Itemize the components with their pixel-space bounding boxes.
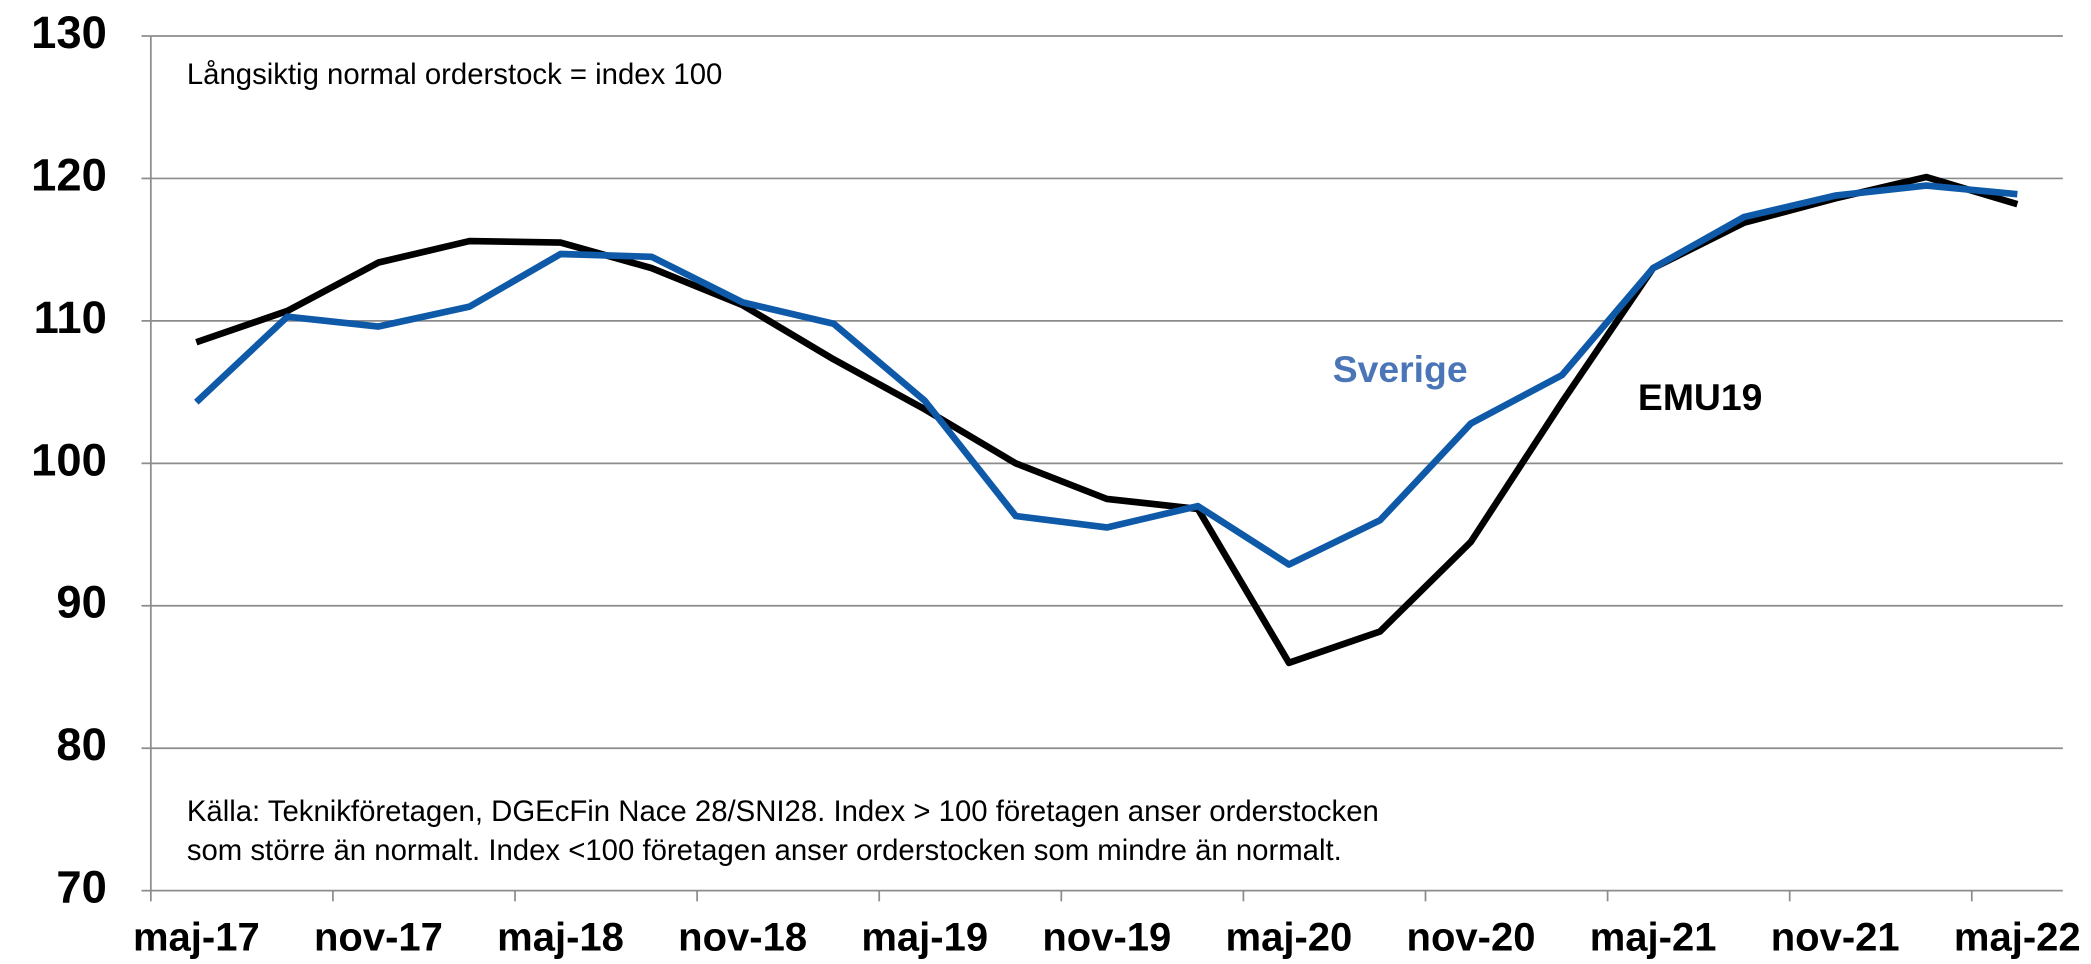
series-label: EMU19 — [1638, 376, 1762, 418]
x-tick-label: nov-21 — [1771, 916, 1900, 960]
y-tick-label: 100 — [31, 434, 107, 485]
y-tick-label: 80 — [56, 719, 106, 770]
y-tick-label: 70 — [56, 862, 106, 913]
annotation: Långsiktig normal orderstock = index 100 — [187, 58, 723, 91]
y-tick-label: 110 — [34, 292, 107, 343]
y-tick-label: 130 — [31, 7, 107, 58]
x-tick-label: nov-19 — [1042, 916, 1171, 960]
source-note: Källa: Teknikföretagen, DGEcFin Nace 28/… — [187, 795, 1379, 828]
x-tick-label: maj-21 — [1590, 916, 1717, 960]
x-tick-label: maj-17 — [133, 916, 260, 960]
x-tick-label: maj-20 — [1226, 916, 1353, 960]
y-tick-label: 90 — [56, 577, 106, 628]
series-line — [195, 173, 2019, 667]
y-tick-label: 120 — [31, 149, 107, 200]
series-line — [194, 182, 2018, 568]
source-note: som större än normalt. Index <100 företa… — [187, 834, 1342, 867]
x-tick-label: maj-19 — [861, 916, 988, 960]
x-tick-label: nov-20 — [1407, 916, 1536, 960]
x-tick-label: nov-18 — [678, 916, 807, 960]
x-tick-label: maj-18 — [497, 916, 624, 960]
x-tick-label: nov-17 — [314, 916, 443, 960]
series-label: Sverige — [1333, 348, 1468, 390]
x-tick-label: maj-22 — [1954, 916, 2081, 960]
